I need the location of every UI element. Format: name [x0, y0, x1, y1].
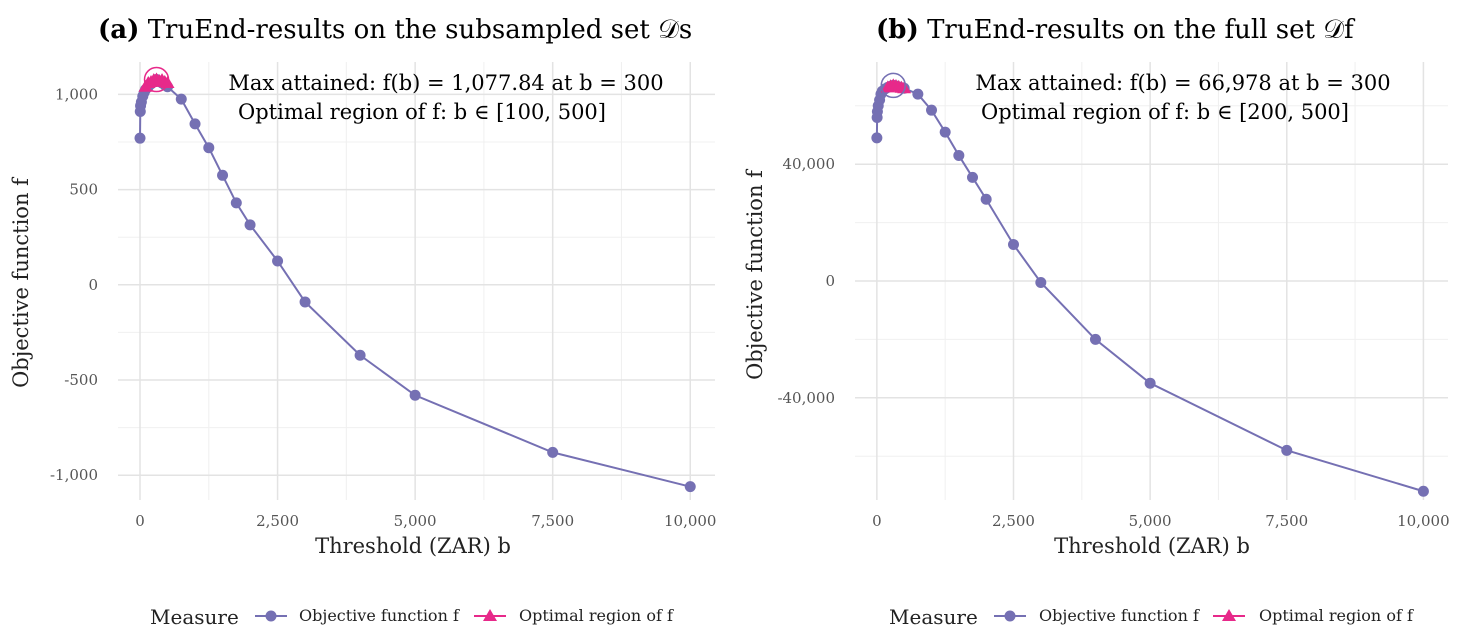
objective-function-point — [175, 93, 187, 105]
panel-b-y-ticks: -40,000 0 40,000 — [777, 155, 835, 407]
y-tick-label: -500 — [64, 371, 98, 389]
y-tick-label: 0 — [825, 272, 835, 290]
objective-function-point — [684, 481, 696, 493]
panel-b: (b) TruEnd-results on the full set 𝒟f 0 2… — [743, 15, 1450, 558]
x-tick-label: 10,000 — [664, 512, 717, 530]
x-tick-label: 0 — [135, 512, 145, 530]
panel-a-grid — [118, 62, 715, 500]
panel-b-annotation-line1: Max attained: f(b) = 66,978 at b = 300 — [975, 71, 1390, 95]
objective-function-point — [1089, 333, 1101, 345]
legend-objective-label: Objective function f — [299, 606, 460, 625]
legend-objective-marker — [265, 610, 277, 622]
legend-objective-marker — [1004, 610, 1016, 622]
x-tick-label: 2,500 — [256, 512, 299, 530]
x-tick-label: 5,000 — [1129, 512, 1172, 530]
y-tick-label: 0 — [88, 276, 98, 294]
objective-function-point — [272, 255, 284, 267]
panel-b-x-ticks: 0 2,500 5,000 7,500 10,000 — [872, 512, 1450, 530]
x-tick-label: 0 — [872, 512, 882, 530]
legend-optimal-label: Optimal region of f — [519, 606, 674, 625]
objective-function-point — [1007, 239, 1019, 250]
panel-a-y-ticks: -1,000 -500 0 500 1,000 — [50, 85, 98, 484]
panel-b-annotation-line2: Optimal region of f: b ∈ [200, 500] — [981, 100, 1349, 124]
objective-function-point — [547, 446, 559, 458]
panel-a-annotation-line2: Optimal region of f: b ∈ [100, 500] — [238, 100, 606, 124]
objective-function-point — [217, 169, 229, 181]
panel-a-annotation-line1: Max attained: f(b) = 1,077.84 at b = 300 — [228, 71, 663, 95]
objective-function-point — [1281, 444, 1293, 456]
panel-b-legend: Measure Objective function f Optimal reg… — [889, 605, 1414, 629]
panel-a-x-ticks: 0 2,500 5,000 7,500 10,000 — [135, 512, 716, 530]
x-tick-label: 10,000 — [1397, 512, 1450, 530]
objective-function-point — [912, 88, 924, 100]
optimal-region-point — [160, 75, 175, 88]
objective-function-point — [409, 389, 421, 401]
optimal-region-point — [897, 81, 912, 94]
objective-function-point — [189, 118, 201, 130]
x-tick-label: 2,500 — [992, 512, 1035, 530]
panel-a-y-axis-title: Objective function f — [9, 176, 33, 388]
legend-objective-label: Objective function f — [1039, 606, 1200, 625]
legend-title: Measure — [150, 605, 239, 629]
y-tick-label: 500 — [69, 181, 98, 199]
objective-function-point — [953, 149, 965, 161]
objective-function-point — [244, 219, 256, 231]
panel-b-title: (b) TruEnd-results on the full set 𝒟f — [876, 15, 1356, 45]
y-tick-label: 40,000 — [783, 155, 836, 173]
max-point-ring — [143, 66, 170, 93]
max-point-ring — [880, 72, 907, 99]
y-tick-label: -1,000 — [50, 466, 98, 484]
objective-function-point — [939, 126, 951, 138]
x-tick-label: 7,500 — [1265, 512, 1308, 530]
panel-a-legend: Measure Objective function f Optimal reg… — [150, 605, 674, 629]
legend-optimal-marker — [1222, 609, 1236, 621]
legend-optimal-marker — [483, 609, 497, 621]
y-tick-label: 1,000 — [55, 85, 98, 103]
panel-a-series — [134, 66, 696, 493]
objective-function-point — [980, 193, 992, 205]
panel-b-y-axis-title: Objective function f — [743, 168, 767, 380]
legend-title: Measure — [889, 605, 978, 629]
panel-b-x-axis-title: Threshold (ZAR) b — [1054, 534, 1250, 558]
panel-a: (a) TruEnd-results on the subsampled set… — [9, 15, 716, 558]
panel-a-x-axis-title: Threshold (ZAR) b — [315, 534, 511, 558]
objective-function-point — [1035, 276, 1047, 288]
objective-function-point — [871, 132, 883, 144]
objective-function-point — [134, 132, 146, 144]
x-tick-label: 5,000 — [394, 512, 437, 530]
y-tick-label: -40,000 — [777, 389, 835, 407]
objective-function-point — [203, 142, 215, 154]
panel-b-series — [871, 72, 1429, 497]
x-tick-label: 7,500 — [531, 512, 574, 530]
objective-function-point — [926, 104, 938, 116]
objective-function-point — [967, 171, 979, 183]
objective-function-point — [299, 296, 311, 308]
panel-a-title: (a) TruEnd-results on the subsampled set… — [98, 15, 692, 45]
legend-optimal-label: Optimal region of f — [1259, 606, 1414, 625]
objective-function-point — [1417, 485, 1429, 497]
objective-function-point — [354, 349, 366, 361]
objective-function-point — [1144, 377, 1156, 389]
objective-function-point — [230, 197, 242, 209]
